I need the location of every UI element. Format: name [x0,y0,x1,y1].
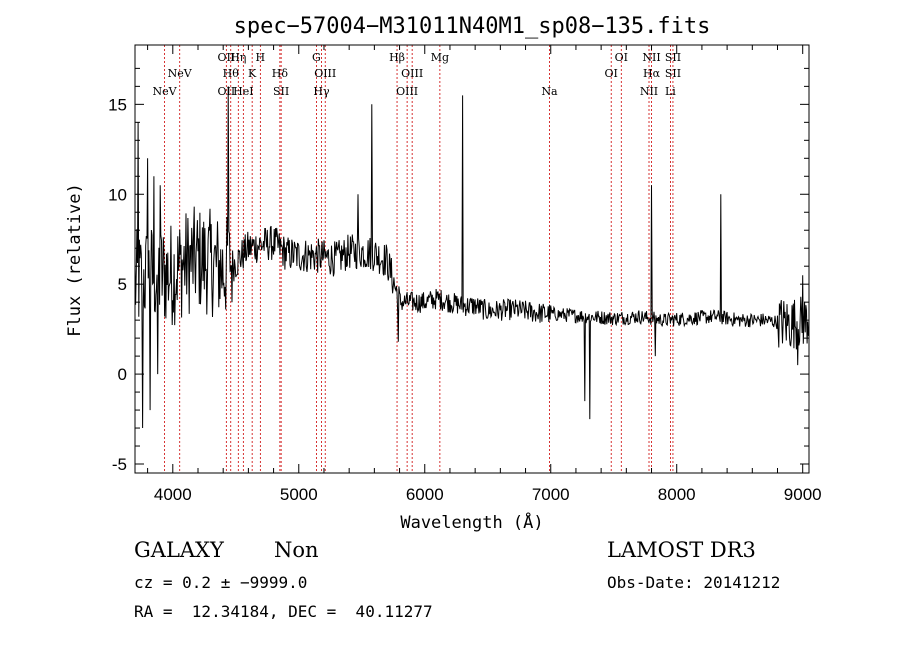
plot-frame [134,44,810,474]
survey-name: LAMOST DR3 [607,538,756,562]
x-tick-label: 7000 [532,485,570,504]
spectral-line-label: OIII [314,67,336,80]
spectral-line-label: SII [665,51,681,64]
spectral-line-label: OII [217,85,235,98]
y-tick-label: 0 [118,365,127,384]
y-axis-label: Flux (relative) [65,183,85,337]
spectral-line-label: Li [665,85,676,98]
spectral-line-markers [164,45,674,473]
chart-title: spec−57004−M31011N40M1_sp08−135.fits [234,14,711,39]
spectral-line-label: NII [642,51,660,64]
spectral-line-label: HeI [233,85,253,98]
spectral-line-label: SII [665,67,681,80]
x-tick-label: 8000 [658,485,696,504]
spectral-line-label: NeV [153,85,178,98]
spectral-line-label: OI [605,67,618,80]
coordinates-readout: RA = 12.34184, DEC = 40.11277 [134,602,433,621]
spectral-line-label: OII [217,51,235,64]
spectral-line-label: Na [541,85,558,98]
y-tick-label: -5 [112,455,127,474]
spectral-line-label: Hγ [313,85,330,98]
spectral-line-label: OIII [401,67,423,80]
x-tick-label: 5000 [280,485,318,504]
spectral-line-label: G [312,51,321,64]
spectral-line-label: Hδ [272,67,289,80]
x-tick-label: 4000 [154,485,192,504]
spectral-line-label: H [256,51,266,64]
y-tick-label: 5 [118,275,127,294]
object-subclass: Non [274,538,319,562]
spectral-line-label: Hβ [389,51,405,64]
spectral-line-label: Hθ [223,67,240,80]
x-tick-label: 6000 [406,485,444,504]
y-axis: -5 0 5 10 15 [108,67,809,474]
x-axis: 4000 5000 6000 7000 8000 9000 [147,45,822,504]
spectral-line-label: SII [273,85,289,98]
object-class: GALAXY [134,538,224,562]
y-tick-label: 10 [108,185,127,204]
x-axis-label: Wavelength (Å) [400,511,543,533]
spectral-line-label: NeV [168,67,193,80]
spectral-line-label: Hη [230,51,246,64]
spectral-line-label: NII [640,85,658,98]
obs-date: Obs-Date: 20141212 [607,573,781,592]
spectral-line-label: Mg [431,51,449,64]
spectral-line-label: OIII [396,85,418,98]
spectral-line-label: OI [615,51,628,64]
x-tick-label: 9000 [784,485,822,504]
spectral-line-label: Hα [643,67,661,80]
spectral-line-label: K [248,67,257,80]
redshift-readout: cz = 0.2 ± −9999.0 [134,573,308,592]
spectrum-line [134,86,810,429]
y-tick-label: 15 [108,95,127,114]
